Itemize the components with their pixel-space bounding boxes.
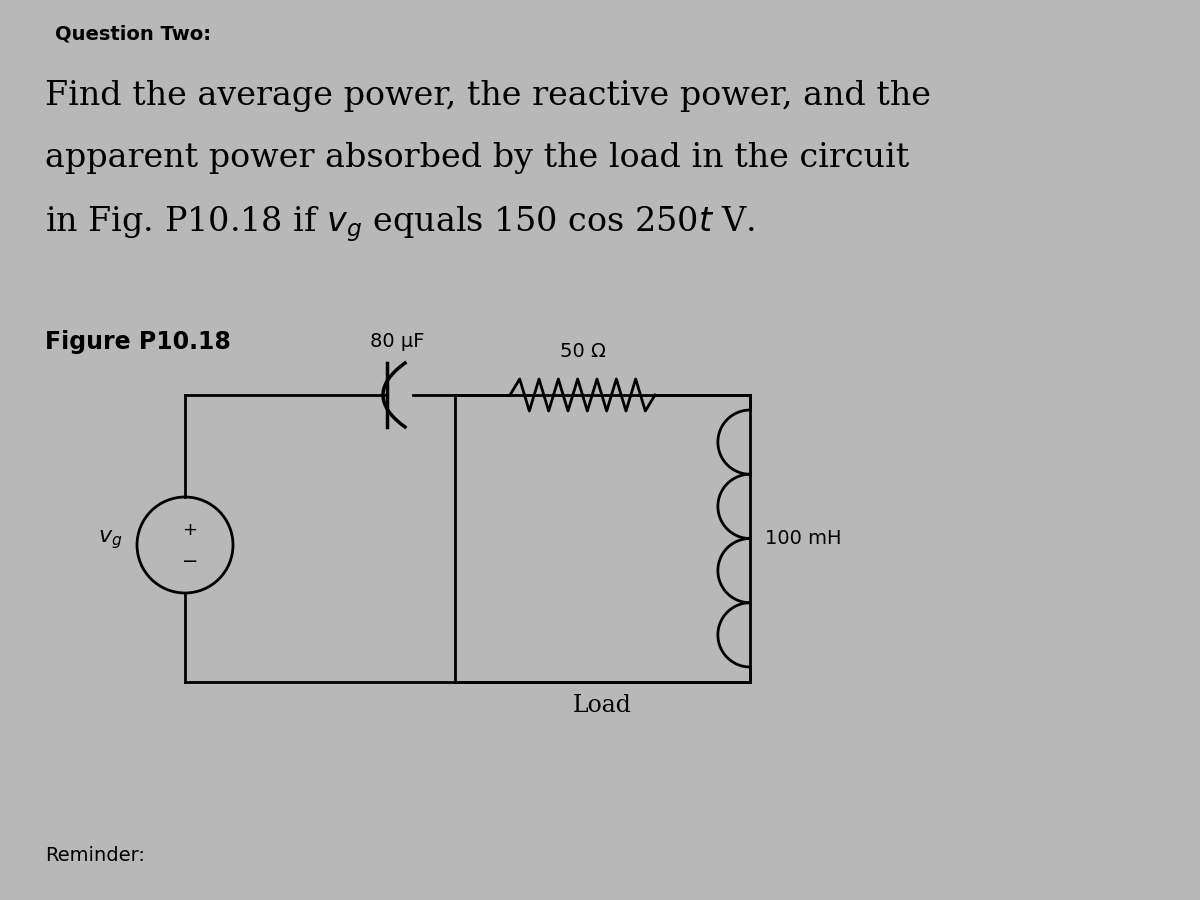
Bar [455,395,750,682]
Text: 50 Ω: 50 Ω [559,342,606,361]
Text: in Fig. P10.18 if $v_g$ equals 150 cos 250$t$ V.: in Fig. P10.18 if $v_g$ equals 150 cos 2… [46,204,755,244]
Text: apparent power absorbed by the load in the circuit: apparent power absorbed by the load in t… [46,142,910,174]
Text: +: + [182,521,198,539]
Text: Reminder:: Reminder: [46,846,145,865]
Text: 100 mH: 100 mH [766,529,841,548]
Text: Find the average power, the reactive power, and the: Find the average power, the reactive pow… [46,80,931,112]
Text: 80 μF: 80 μF [370,332,425,351]
Text: $v_g$: $v_g$ [97,528,122,552]
Text: Question Two:: Question Two: [55,25,211,44]
Text: −: − [182,553,198,572]
Text: Figure P10.18: Figure P10.18 [46,330,230,354]
Text: Load: Load [574,694,632,717]
